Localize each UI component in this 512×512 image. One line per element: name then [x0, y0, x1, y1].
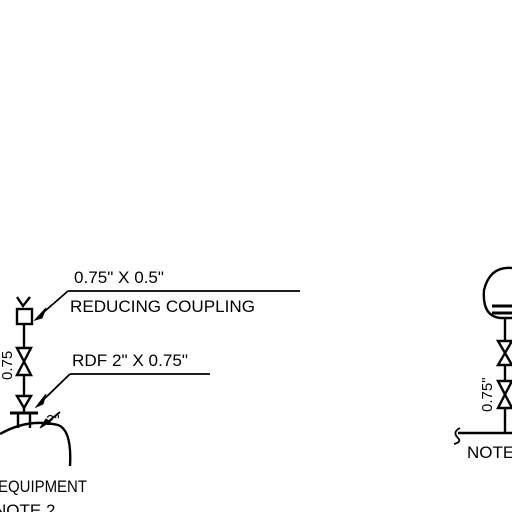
- vertical-dimension-right: 0.75": [479, 377, 496, 412]
- rdf-arrow-icon: [34, 393, 47, 409]
- vertical-dimension-left: 0.75: [0, 351, 16, 380]
- note-right-label: NOTE: [467, 443, 512, 462]
- instrument-bubble-icon: [482, 266, 512, 320]
- coupling-size-label: 0.75" X 0.5": [74, 268, 164, 287]
- upper-valve-icon: [15, 346, 33, 377]
- right-detail: [453, 266, 512, 445]
- coupling-arrow-icon: [33, 307, 47, 321]
- lower-valve-icon: [14, 394, 34, 411]
- coupling-name-label: REDUCING COUPLING: [70, 297, 255, 316]
- size-arrow-icon: [39, 418, 51, 429]
- left-detail: [0, 290, 300, 467]
- note-left-label: NOTE 2: [0, 501, 55, 512]
- right-lower-valve-icon: [496, 379, 512, 410]
- reducing-coupling-icon: [15, 307, 34, 326]
- coupling-cap-icon: [16, 296, 31, 309]
- rdf-size-label: RDF 2" X 0.75": [72, 351, 188, 370]
- equipment-label: EQUIPMENT: [0, 477, 87, 496]
- header-break-icon: [453, 427, 461, 445]
- right-upper-valve-icon: [495, 339, 512, 367]
- equipment-shell: [0, 421, 72, 467]
- pipe-size-label: 2": [46, 412, 60, 429]
